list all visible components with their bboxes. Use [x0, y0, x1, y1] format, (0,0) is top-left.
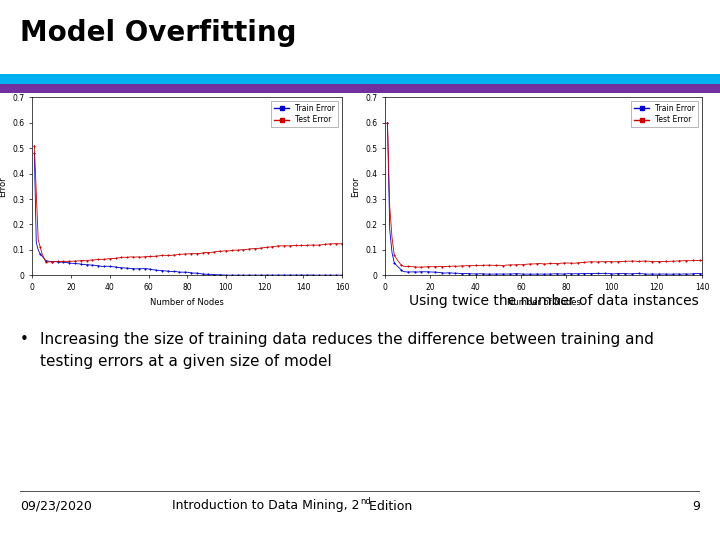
Text: Introduction to Data Mining, 2: Introduction to Data Mining, 2 [173, 500, 360, 512]
Y-axis label: Error: Error [351, 176, 360, 197]
Text: 09/23/2020: 09/23/2020 [20, 500, 92, 512]
Legend: Train Error, Test Error: Train Error, Test Error [271, 101, 338, 127]
Legend: Train Error, Test Error: Train Error, Test Error [631, 101, 698, 127]
X-axis label: Number of Nodes: Number of Nodes [150, 298, 224, 307]
Text: testing errors at a given size of model: testing errors at a given size of model [40, 354, 331, 369]
X-axis label: Number of Nodes: Number of Nodes [507, 298, 580, 307]
Text: Increasing the size of training data reduces the difference between training and: Increasing the size of training data red… [40, 332, 654, 347]
Text: Using twice the number of data instances: Using twice the number of data instances [409, 294, 698, 308]
Text: Edition: Edition [365, 500, 413, 512]
Text: •: • [20, 332, 29, 347]
Y-axis label: Error: Error [0, 176, 7, 197]
Text: Model Overfitting: Model Overfitting [20, 19, 297, 47]
Text: nd: nd [360, 497, 371, 507]
Text: 9: 9 [692, 500, 700, 512]
